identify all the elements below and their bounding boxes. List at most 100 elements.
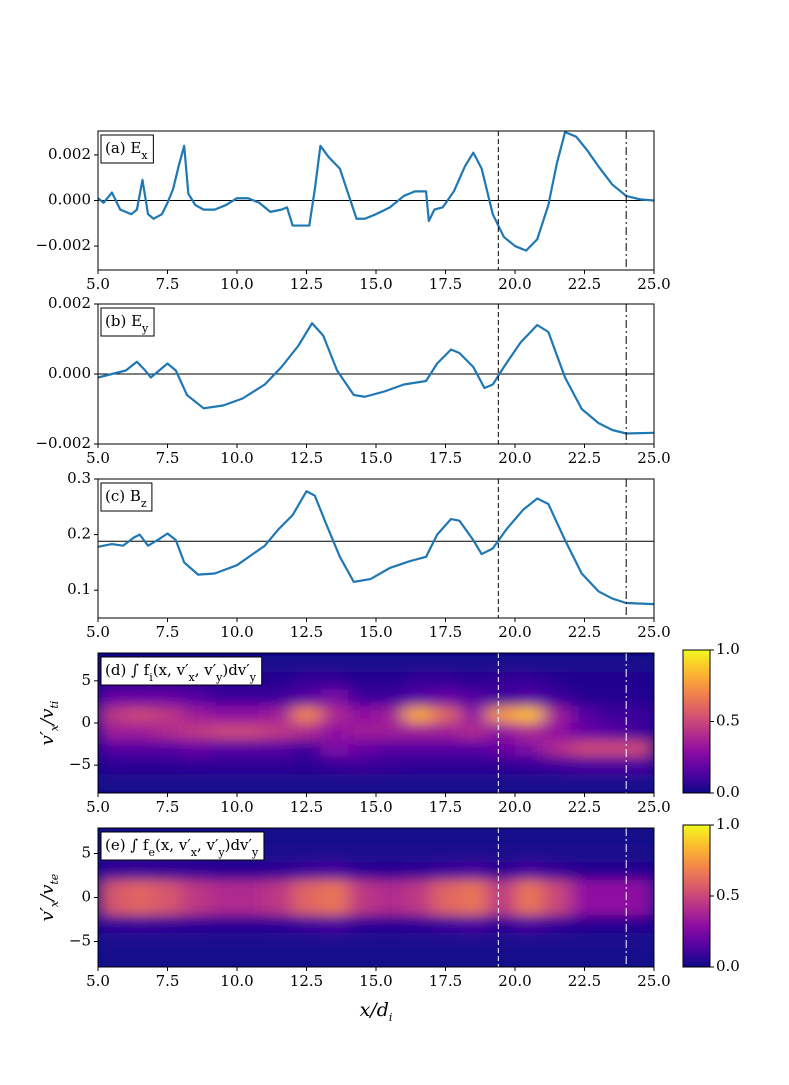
heatmap-cell: [264, 672, 294, 690]
y-axis-label-part: /v: [37, 885, 58, 903]
y-tick-label: 0.3: [67, 469, 91, 487]
x-tick-label: 15.0: [359, 623, 392, 641]
heatmap-cell: [403, 655, 433, 673]
heatmap-cell: [125, 739, 155, 758]
heatmap-cell: [542, 879, 572, 898]
heatmap-cell: [264, 756, 294, 775]
heatmap-cell: [570, 879, 599, 898]
panel-label-part: (a) E: [105, 139, 141, 157]
heatmap-cell: [348, 689, 377, 707]
heatmap-cell: [403, 950, 433, 967]
panel-label-box: [100, 134, 154, 164]
x-tick-label: 7.5: [156, 798, 180, 816]
x-tick-label: 25.0: [637, 275, 670, 293]
y-axis-label-part: v′: [37, 731, 58, 745]
heatmap-cell: [320, 915, 349, 934]
heatmap-cell: [264, 862, 294, 881]
heatmap-cell: [431, 879, 460, 898]
heatmap-cell: [264, 773, 294, 791]
heatmap-cell: [348, 828, 377, 846]
x-tick-label: 12.5: [290, 449, 323, 467]
heatmap-cell: [292, 879, 321, 898]
x-tick-label: 25.0: [637, 798, 670, 816]
heatmap-cell: [125, 897, 155, 916]
heatmap-cell: [403, 932, 433, 951]
heatmap-cell: [209, 689, 238, 707]
x-tick-label: 17.5: [429, 972, 462, 990]
x-tick-label: 22.5: [568, 275, 601, 293]
heatmap-cell: [515, 756, 544, 775]
heatmap-cell: [626, 862, 654, 881]
heatmap-cell: [125, 950, 155, 967]
heatmap-cell: [376, 655, 405, 673]
heatmap-cell: [320, 756, 349, 775]
heatmap-cell: [292, 672, 321, 690]
heatmap-cell: [515, 828, 544, 846]
heatmap-cell: [459, 672, 488, 690]
heatmap-cell: [320, 706, 349, 724]
heatmap-cell: [181, 897, 210, 916]
y-axis-label-part: x: [48, 900, 61, 907]
heatmap-cell: [153, 915, 182, 934]
heatmap-cell: [431, 655, 460, 673]
heatmap-cell: [376, 897, 405, 916]
heatmap-cell: [376, 915, 405, 934]
heatmap-cells: [98, 828, 654, 967]
x-tick-label: 15.0: [359, 798, 392, 816]
panel-label: (c) Bz: [105, 487, 147, 510]
heatmap-cell: [431, 862, 460, 881]
heatmap-cell: [542, 689, 572, 707]
y-axis-label-part: te: [48, 873, 61, 884]
heatmap-cell: [153, 756, 182, 775]
x-tick-label: 7.5: [156, 623, 180, 641]
heatmap-cell: [542, 950, 572, 967]
heatmap-cell: [320, 672, 349, 690]
heatmap-cell: [98, 723, 127, 741]
x-tick-label: 25.0: [637, 449, 670, 467]
heatmap-cell: [487, 723, 516, 741]
x-tick-label: 12.5: [290, 275, 323, 293]
heatmap-cell: [237, 897, 266, 916]
heatmap-cell: [376, 672, 405, 690]
heatmap-cell: [237, 756, 266, 775]
panel-label: (a) Ex: [105, 139, 148, 162]
heatmap-cell: [542, 723, 572, 741]
heatmap-cell: [181, 773, 210, 791]
x-tick-label: 20.0: [498, 972, 531, 990]
heatmap-cell: [626, 689, 654, 707]
heatmap-cell: [403, 706, 433, 724]
heatmap-cell: [125, 932, 155, 951]
heatmap-cell: [598, 773, 627, 791]
heatmap-cell: [598, 689, 627, 707]
heatmap-cell: [459, 706, 488, 724]
heatmap-cell: [403, 915, 433, 934]
colorbar-tick-label: 0.5: [716, 712, 740, 730]
x-tick-label: 12.5: [290, 798, 323, 816]
heatmap-cell: [153, 723, 182, 741]
heatmap-cell: [348, 723, 377, 741]
x-tick-label: 10.0: [220, 623, 253, 641]
heatmap-cell: [487, 915, 516, 934]
heatmap-cell: [376, 932, 405, 951]
panel-label-box: [100, 307, 155, 337]
heatmap-cell: [181, 756, 210, 775]
heatmap-cell: [125, 706, 155, 724]
panel-label-box: [100, 656, 263, 686]
y-tick-label: 0: [81, 713, 91, 731]
heatmap-cell: [598, 756, 627, 775]
heatmap-cell: [542, 862, 572, 881]
heatmap-cell: [153, 950, 182, 967]
heatmap-cell: [431, 773, 460, 791]
heatmap-cell: [292, 828, 321, 846]
heatmap-cell: [292, 756, 321, 775]
heatmap-cell: [515, 879, 544, 898]
y-tick-label: −0.002: [35, 434, 91, 452]
heatmap-cell: [125, 723, 155, 741]
heatmap-cell: [570, 897, 599, 916]
heatmap-cell: [598, 672, 627, 690]
heatmap-cell: [403, 879, 433, 898]
heatmap-cell: [459, 739, 488, 758]
heatmap-cell: [98, 706, 127, 724]
heatmap-cell: [264, 879, 294, 898]
